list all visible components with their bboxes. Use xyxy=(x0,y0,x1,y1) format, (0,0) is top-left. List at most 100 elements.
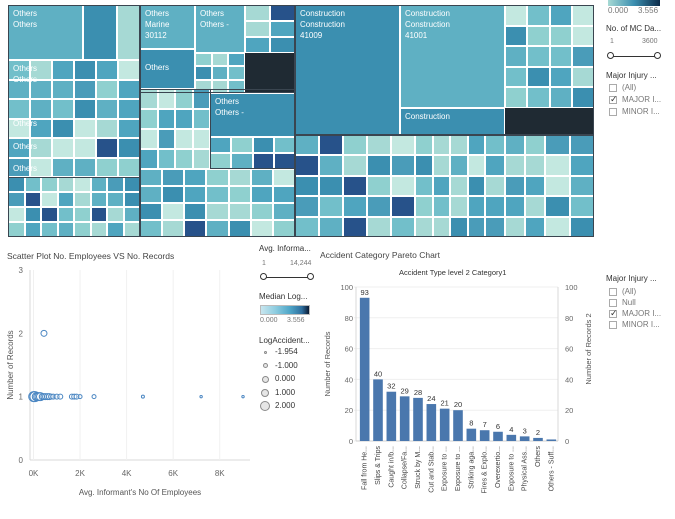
treemap-tile[interactable] xyxy=(24,192,41,207)
mc-days-slider-track[interactable] xyxy=(610,56,657,57)
treemap-tile[interactable] xyxy=(175,109,193,129)
treemap-tile[interactable] xyxy=(24,207,41,222)
treemap-tile[interactable] xyxy=(549,25,572,47)
treemap-tile[interactable] xyxy=(30,60,52,80)
treemap-tile[interactable] xyxy=(549,87,572,108)
treemap-tile[interactable] xyxy=(467,175,485,197)
informant-slider-min-handle[interactable] xyxy=(260,273,267,280)
treemap-tile[interactable] xyxy=(57,207,74,222)
treemap-tile[interactable] xyxy=(400,5,505,108)
treemap-tile[interactable] xyxy=(252,137,274,153)
treemap-tile[interactable] xyxy=(485,196,505,217)
mc-days-slider-min-handle[interactable] xyxy=(607,52,614,59)
informant-slider-max-handle[interactable] xyxy=(307,273,314,280)
treemap-tile[interactable] xyxy=(175,129,193,149)
treemap-tile[interactable] xyxy=(250,186,273,203)
treemap-tile[interactable] xyxy=(250,203,273,220)
treemap-tile[interactable] xyxy=(157,129,175,149)
treemap-tile[interactable] xyxy=(96,118,118,138)
treemap-tile[interactable] xyxy=(107,192,124,207)
treemap-tile[interactable] xyxy=(74,207,91,222)
treemap-tile[interactable] xyxy=(505,66,528,88)
treemap-tile[interactable] xyxy=(90,192,107,207)
treemap-tile[interactable] xyxy=(343,155,367,176)
treemap-tile[interactable] xyxy=(41,192,58,207)
pareto-bar[interactable] xyxy=(386,391,397,441)
scatter-point[interactable] xyxy=(73,393,80,400)
treemap-tile[interactable] xyxy=(52,157,74,177)
pareto-bar[interactable] xyxy=(399,396,410,441)
treemap-tile[interactable] xyxy=(96,79,118,99)
treemap-tile[interactable] xyxy=(206,203,229,220)
treemap-tile[interactable] xyxy=(211,66,229,80)
treemap-tile[interactable] xyxy=(415,175,433,197)
treemap-tile[interactable] xyxy=(52,138,74,158)
treemap-tile[interactable] xyxy=(74,118,96,138)
pareto-bar[interactable] xyxy=(373,379,383,441)
treemap-tile[interactable] xyxy=(467,155,485,176)
treemap-tile[interactable] xyxy=(30,118,52,138)
pareto-bar[interactable] xyxy=(466,428,477,441)
scatter-point[interactable] xyxy=(199,394,203,399)
treemap-tile[interactable] xyxy=(184,186,207,203)
treemap-tile[interactable] xyxy=(505,25,528,47)
treemap-tile[interactable] xyxy=(319,196,343,217)
treemap-tile[interactable] xyxy=(175,149,193,169)
treemap-tile[interactable] xyxy=(432,155,450,176)
treemap-tile[interactable] xyxy=(192,109,210,129)
treemap-tile[interactable] xyxy=(505,175,525,197)
pareto-bar[interactable] xyxy=(359,297,370,441)
treemap-tile[interactable] xyxy=(450,175,468,197)
treemap-tile[interactable] xyxy=(527,66,550,88)
treemap-tile[interactable] xyxy=(245,21,270,37)
treemap-tile[interactable] xyxy=(83,5,117,60)
treemap-tile[interactable] xyxy=(525,175,545,197)
treemap-tile[interactable] xyxy=(415,196,433,217)
pareto-bar-chart[interactable]: 0 0 20 20 40 40 60 60 80 80 100 100 93 Fall from He..… xyxy=(318,278,596,518)
treemap-tile[interactable] xyxy=(505,155,525,176)
treemap-tile[interactable] xyxy=(545,155,570,176)
treemap-tile[interactable] xyxy=(192,129,210,149)
treemap-tile[interactable] xyxy=(52,99,74,119)
treemap-chart[interactable]: Others Others Others Marine 30112 Others Other… xyxy=(8,5,594,237)
treemap-tile[interactable] xyxy=(367,155,391,176)
treemap-tile[interactable] xyxy=(192,149,210,169)
treemap-tile[interactable] xyxy=(391,155,415,176)
treemap-tile[interactable] xyxy=(210,93,295,137)
treemap-tile[interactable] xyxy=(74,79,96,99)
treemap-tile[interactable] xyxy=(228,66,245,80)
treemap-tile[interactable] xyxy=(391,196,415,217)
treemap-tile[interactable] xyxy=(74,138,96,158)
mc-days-slider-max-handle[interactable] xyxy=(654,52,661,59)
checkbox[interactable] xyxy=(609,84,617,92)
treemap-tile[interactable] xyxy=(231,137,253,153)
treemap-tile[interactable] xyxy=(30,99,52,119)
treemap-tile[interactable] xyxy=(527,87,550,108)
treemap-tile[interactable] xyxy=(228,186,251,203)
checkbox[interactable] xyxy=(609,321,617,329)
treemap-tile[interactable] xyxy=(30,138,52,158)
pareto-bar[interactable] xyxy=(453,410,463,441)
treemap-tile[interactable] xyxy=(157,149,175,169)
scatter-plot[interactable]: 0K 2K 4K 6K 8K 0 1 2 3 Number of Records Avg. Info… xyxy=(0,262,258,517)
treemap-tile[interactable] xyxy=(527,46,550,67)
pareto-bar[interactable] xyxy=(519,436,530,441)
treemap-tile[interactable] xyxy=(432,175,450,197)
treemap-tile[interactable] xyxy=(206,169,229,186)
pareto-bar[interactable] xyxy=(533,437,543,441)
treemap-tile[interactable] xyxy=(30,79,52,99)
treemap-tile[interactable] xyxy=(450,155,468,176)
treemap-tile[interactable] xyxy=(90,207,107,222)
treemap-tile[interactable] xyxy=(74,60,96,80)
treemap-tile[interactable] xyxy=(52,79,74,99)
treemap-tile[interactable] xyxy=(545,196,570,217)
treemap-tile[interactable] xyxy=(343,175,367,197)
treemap-tile[interactable] xyxy=(485,155,505,176)
treemap-tile[interactable] xyxy=(295,5,400,135)
treemap-tile[interactable] xyxy=(74,192,91,207)
checkbox[interactable] xyxy=(609,108,617,116)
treemap-tile[interactable] xyxy=(549,66,572,88)
treemap-tile[interactable] xyxy=(162,203,185,220)
treemap-tile[interactable] xyxy=(525,196,545,217)
treemap-tile[interactable] xyxy=(30,157,52,177)
